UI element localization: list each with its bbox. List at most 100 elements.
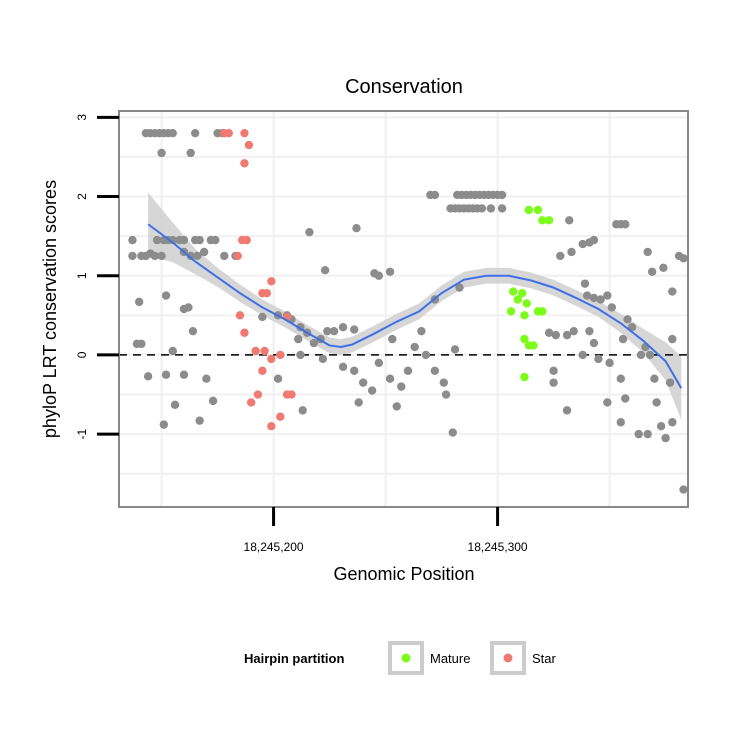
point-other-168 [679, 485, 688, 494]
point-other-157 [656, 422, 666, 431]
point-other-136 [603, 291, 612, 300]
point-other-56 [294, 334, 303, 344]
point-other-11 [186, 148, 195, 158]
smooth-line [147, 223, 683, 389]
point-other-138 [589, 338, 599, 348]
point-other-89 [430, 366, 440, 375]
point-star-3 [244, 140, 254, 150]
point-other-23 [128, 251, 137, 261]
point-star-11 [235, 311, 245, 320]
data-points [128, 128, 688, 494]
point-mature-6 [513, 295, 522, 304]
point-other-61 [329, 326, 339, 336]
point-mature-0 [524, 205, 534, 215]
point-other-120 [562, 330, 572, 340]
point-other-29 [193, 251, 202, 261]
point-other-47 [170, 400, 180, 410]
point-other-92 [448, 428, 457, 437]
point-mature-8 [506, 307, 516, 316]
point-other-94 [430, 190, 440, 200]
point-other-169 [634, 429, 643, 439]
legend-title: Hairpin partition [244, 651, 344, 666]
point-other-85 [410, 342, 419, 352]
point-other-28 [186, 251, 195, 261]
point-other-90 [439, 378, 449, 387]
point-other-145 [603, 398, 612, 407]
point-other-83 [397, 382, 406, 391]
point-star-16 [276, 350, 285, 360]
point-other-139 [594, 354, 603, 364]
confidence-band-area [148, 192, 682, 420]
point-mature-15 [520, 372, 529, 382]
legend-label-star: Star [532, 651, 557, 666]
point-other-124 [562, 406, 572, 415]
point-other-149 [607, 303, 617, 312]
point-mature-9 [520, 311, 529, 320]
point-other-121 [569, 326, 578, 336]
y-tick-label-4: 3 [75, 114, 89, 121]
point-other-135 [596, 295, 605, 304]
legend-key-mature-box [388, 641, 424, 675]
point-other-105 [497, 190, 507, 200]
point-mature-2 [538, 216, 547, 225]
point-other-123 [549, 378, 558, 387]
x-axis: 18,245,200 18,245,300 [244, 507, 528, 554]
point-other-71 [273, 374, 283, 383]
point-other-20 [195, 235, 204, 245]
point-other-91 [441, 390, 451, 399]
point-star-10 [262, 288, 272, 298]
point-other-116 [455, 283, 464, 292]
point-other-80 [374, 358, 384, 368]
legend-key-mature-dot [401, 653, 411, 663]
point-other-45 [161, 370, 171, 379]
panel-border [118, 110, 689, 508]
point-other-42 [202, 374, 211, 383]
point-other-165 [668, 418, 677, 427]
point-other-150 [623, 315, 632, 324]
point-other-60 [323, 326, 332, 336]
point-other-39 [168, 346, 177, 356]
point-star-15 [267, 354, 276, 364]
point-other-41 [179, 370, 189, 379]
point-other-72 [298, 406, 307, 415]
point-other-127 [565, 216, 574, 225]
point-other-152 [636, 350, 646, 360]
point-star-23 [276, 412, 285, 421]
point-other-38 [184, 303, 193, 312]
point-star-1 [224, 128, 233, 138]
y-tick-label-1: 0 [75, 351, 89, 358]
point-other-27 [157, 251, 166, 261]
point-other-12 [128, 235, 137, 245]
point-star-13 [251, 346, 260, 356]
point-star-12 [240, 328, 249, 337]
point-mature-11 [538, 307, 547, 316]
point-other-63 [350, 325, 359, 334]
point-other-73 [305, 227, 314, 237]
point-other-162 [668, 287, 677, 296]
x-tick-label-1: 18,245,300 [468, 540, 528, 554]
point-other-7 [190, 128, 200, 138]
point-other-170 [643, 429, 652, 439]
point-other-48 [159, 420, 169, 429]
point-other-69 [367, 386, 377, 395]
point-other-154 [645, 350, 655, 360]
point-other-68 [358, 378, 368, 387]
point-other-77 [374, 271, 384, 280]
point-other-159 [643, 247, 652, 257]
y-tick-label-0: -1 [75, 428, 89, 439]
point-other-133 [582, 291, 592, 300]
chart-title: Conservation [345, 76, 463, 98]
point-star-24 [267, 422, 276, 431]
point-other-117 [450, 345, 460, 354]
x-axis-title: Genomic Position [333, 564, 474, 584]
point-other-62 [338, 323, 348, 332]
y-axis: -1 0 1 2 3 [75, 114, 119, 439]
point-other-44 [137, 339, 146, 349]
point-other-64 [296, 350, 305, 360]
point-other-10 [157, 148, 166, 158]
point-other-118 [544, 328, 554, 337]
point-other-50 [208, 396, 218, 406]
legend-label-mature: Mature [430, 651, 470, 666]
point-other-126 [580, 279, 590, 288]
y-tick-label-3: 2 [75, 193, 89, 200]
